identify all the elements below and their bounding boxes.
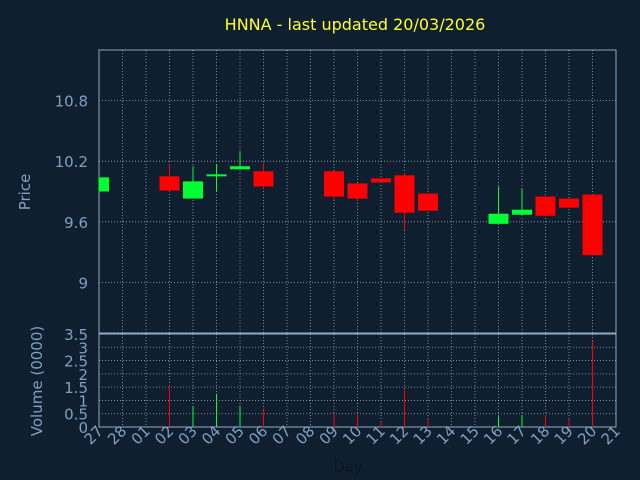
- x-tick-label: 18: [527, 422, 553, 448]
- x-tick-label: 21: [598, 422, 624, 448]
- volume-tick-label: 0: [78, 419, 88, 437]
- x-tick-label: 14: [433, 422, 459, 448]
- volume-tick-label: 1: [78, 392, 88, 410]
- x-axis: 2728010203040506070809101112131415161718…: [81, 422, 624, 448]
- x-tick-label: 01: [128, 422, 154, 448]
- candle-body: [582, 194, 603, 256]
- x-tick-label: 09: [316, 422, 342, 448]
- price-tick-label: 10.8: [55, 93, 88, 111]
- candle-body: [99, 177, 109, 192]
- x-tick-label: 13: [410, 422, 436, 448]
- x-tick-label: 15: [457, 422, 483, 448]
- x-tick-label: 02: [151, 422, 177, 448]
- volume-tick-label: 2: [78, 366, 88, 384]
- candle-body: [347, 183, 368, 199]
- x-tick-label: 17: [504, 422, 530, 448]
- chart-title: HNNA - last updated 20/03/2026: [225, 15, 486, 34]
- candle-body: [230, 166, 250, 170]
- candle-body: [535, 196, 556, 216]
- price-tick-label: 9: [78, 274, 88, 292]
- candle-body: [394, 175, 415, 213]
- x-tick-label: 03: [175, 422, 201, 448]
- candle-body: [206, 174, 227, 177]
- x-tick-label: 11: [363, 422, 389, 448]
- volume-tick-label: 2.5: [64, 353, 88, 371]
- x-tick-label: 12: [386, 422, 412, 448]
- x-tick-label: 06: [245, 422, 271, 448]
- candle-body: [159, 176, 180, 191]
- x-tick-label: 08: [292, 422, 318, 448]
- candle-body: [488, 213, 509, 224]
- x-tick-label: 10: [339, 422, 365, 448]
- candle-body: [371, 178, 391, 183]
- price-tick-label: 10.2: [55, 153, 88, 171]
- x-tick-label: 04: [198, 422, 224, 448]
- x-tick-label: 07: [269, 422, 295, 448]
- candle-body: [324, 171, 344, 197]
- volume-tick-label: 3.5: [64, 326, 88, 344]
- volume-panel: 3.532.521.510.50: [64, 326, 617, 437]
- volume-tick-label: 1.5: [64, 379, 88, 397]
- x-tick-label: 28: [104, 422, 130, 448]
- candle-body: [183, 181, 203, 199]
- volume-axis-label: Volume (0000): [28, 326, 46, 436]
- candle-body: [418, 193, 438, 211]
- candle-body: [512, 209, 532, 215]
- volume-plot-frame: [98, 333, 617, 428]
- volume-tick-label: 0.5: [64, 406, 88, 424]
- x-tick-label: 19: [551, 422, 577, 448]
- volume-tick-label: 3: [78, 339, 88, 357]
- price-tick-label: 9.6: [64, 214, 88, 232]
- price-panel: 10.8 10.2 9.6 9: [55, 49, 617, 334]
- x-tick-label: 05: [222, 422, 248, 448]
- x-tick-label: 16: [480, 422, 506, 448]
- price-axis-label: Price: [16, 174, 34, 211]
- x-axis-label: Day: [333, 458, 363, 476]
- candle-body: [559, 198, 579, 208]
- x-tick-label: 20: [574, 422, 600, 448]
- candle-body: [253, 171, 274, 187]
